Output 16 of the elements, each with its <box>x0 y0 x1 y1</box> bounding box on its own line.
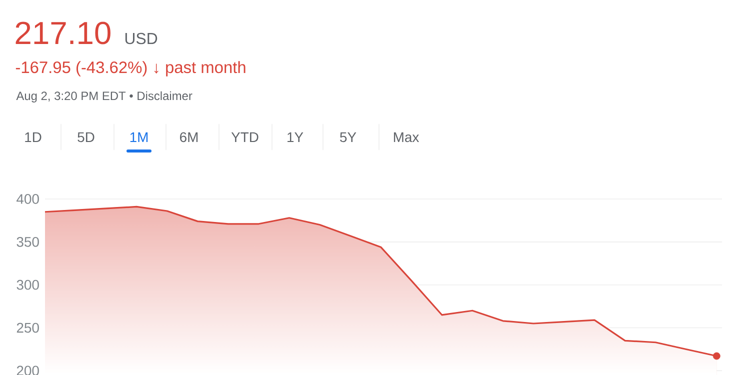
text: -167.95 (-43.62%) ↓ past month <box>16 61 246 76</box>
y-tick-label: 400 <box>16 194 39 204</box>
text: Aug 2, 3:20 PM EDT • Disclaimer <box>16 91 192 102</box>
text: 5D <box>78 132 94 142</box>
text: 1D <box>25 132 42 142</box>
text: YTD <box>231 132 258 142</box>
chart-title: 217.10 <box>16 22 110 44</box>
y-tick-label: 350 <box>16 236 39 247</box>
text: Max <box>394 132 420 142</box>
chart-subtitle: USD <box>125 32 158 44</box>
text: 1M <box>130 132 148 142</box>
text: 5Y <box>340 132 356 142</box>
text: 6M <box>180 132 198 142</box>
y-tick-label: 250 <box>16 322 39 333</box>
y-tick-label: 300 <box>16 280 39 290</box>
text: 1Y <box>288 132 304 142</box>
